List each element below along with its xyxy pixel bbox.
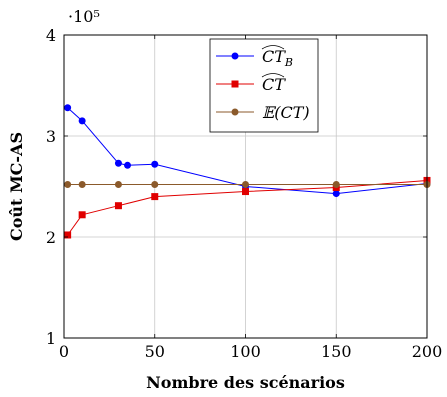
legend-hat <box>261 45 285 50</box>
y-tick-label: 4 <box>46 26 56 45</box>
data-point <box>64 104 72 112</box>
data-point <box>78 180 86 188</box>
data-point <box>78 117 86 125</box>
data-point <box>114 202 122 210</box>
axis-ticks: 0 50 100 150 200 1 2 3 4 <box>46 26 442 361</box>
data-point <box>64 180 72 188</box>
x-tick-label: 200 <box>412 342 443 361</box>
legend-label: 𝔼(CT) <box>262 103 310 122</box>
y-tick-label: 3 <box>46 127 56 146</box>
data-point <box>332 180 340 188</box>
legend-box <box>209 38 319 133</box>
legend-label: CT <box>262 75 286 94</box>
y-multiplier-label: ·10⁵ <box>68 7 100 26</box>
x-tick-label: 150 <box>321 342 352 361</box>
x-tick-label: 0 <box>59 342 69 361</box>
data-point <box>242 180 249 188</box>
data-point <box>231 108 239 116</box>
data-point <box>114 159 122 167</box>
data-point <box>151 160 159 168</box>
series-2 <box>64 180 431 188</box>
x-tick-label: 100 <box>230 342 261 361</box>
y-tick-label: 2 <box>46 228 56 247</box>
data-point <box>242 188 249 196</box>
x-axis-title: Nombre des scénarios <box>146 373 345 392</box>
x-tick-label: 50 <box>145 342 165 361</box>
data-point <box>231 52 239 60</box>
data-point <box>332 190 340 198</box>
data-point <box>151 193 159 201</box>
y-axis-title: Coût MC-AS <box>7 132 26 241</box>
data-point <box>124 161 132 169</box>
data-point <box>114 180 122 188</box>
data-point <box>231 80 239 88</box>
y-tick-label: 1 <box>46 329 56 348</box>
series-line <box>67 107 428 195</box>
legend-hat <box>261 73 285 78</box>
data-point <box>64 231 72 239</box>
data-point <box>78 211 86 219</box>
data-point <box>151 180 159 188</box>
